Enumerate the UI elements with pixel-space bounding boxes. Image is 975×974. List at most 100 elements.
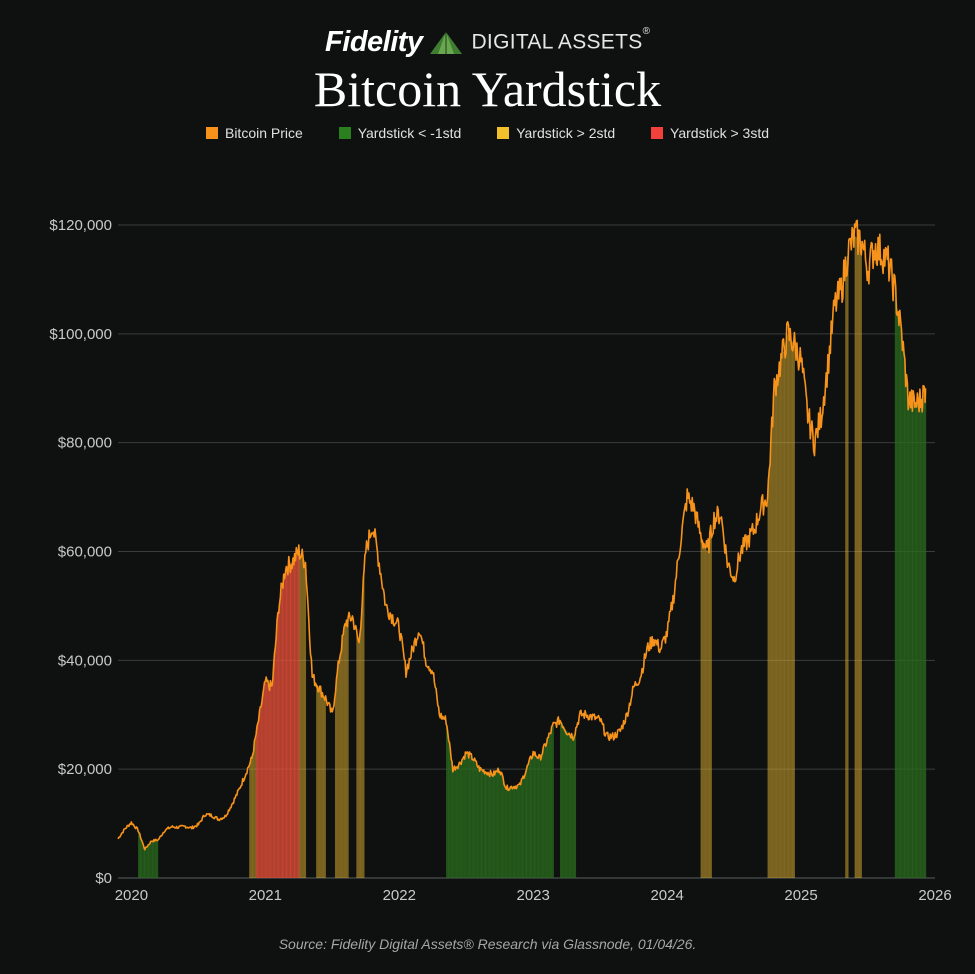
yardstick-above-2std-bar [710,535,712,878]
yardstick-above-2std-bar [774,387,775,878]
yardstick-below-1std-bar [476,765,478,878]
yardstick-above-2std-bar [847,252,849,879]
legend: Bitcoin Price Yardstick < -1std Yardstic… [0,125,975,141]
yardstick-below-1std-bar [898,313,899,879]
yardstick-below-1std-bar [919,400,921,878]
yardstick-above-2std-bar [338,658,340,878]
yardstick-above-2std-bar [857,238,858,879]
yardstick-above-2std-bar [861,241,862,878]
yardstick-above-2std-bar [706,549,708,878]
legend-swatch-price [205,127,218,139]
yardstick-below-1std-bar [455,766,457,878]
yardstick-above-2std-bar [776,377,778,878]
yardstick-below-1std-bar [149,843,151,878]
yardstick-below-1std-bar [526,768,528,878]
yardstick-below-1std-bar [532,752,534,878]
yardstick-above-2std-bar [786,335,788,878]
yardstick-above-3std-bar [296,555,297,878]
yardstick-below-1std-bar [565,729,567,878]
yardstick-below-1std-bar [485,771,487,878]
yardstick-below-1std-bar [462,758,464,878]
yardstick-below-1std-bar [146,846,148,878]
yardstick-above-2std-bar [789,337,791,878]
yardstick-above-2std-bar [250,759,252,878]
yardstick-below-1std-bar [913,403,915,878]
yardstick-below-1std-bar [569,733,571,878]
yardstick-below-1std-bar [544,746,545,878]
yardstick-above-3std-bar [268,684,269,878]
yardstick-above-2std-bar [337,670,339,878]
yardstick-below-1std-bar [480,769,482,878]
yardstick-below-1std-bar [538,757,540,878]
legend-swatch-red [651,127,664,139]
yardstick-below-1std-bar [471,757,472,878]
yardstick-above-2std-bar [785,341,787,878]
x-tick-label: 2022 [383,887,416,904]
yardstick-above-2std-bar [704,545,706,878]
yardstick-below-1std-bar [474,761,476,878]
yardstick-below-1std-bar [151,840,153,878]
legend-item-yellow: Yardstick > 2std [497,125,615,141]
yardstick-below-1std-bar [922,396,923,878]
yardstick-below-1std-bar [547,739,549,878]
yardstick-above-3std-bar [259,710,261,878]
yardstick-below-1std-bar [916,402,918,878]
yardstick-above-2std-bar [854,236,856,878]
yardstick-above-2std-bar [356,634,358,878]
brand-suffix: DIGITAL ASSETS [471,30,643,54]
yardstick-above-2std-bar [782,355,783,878]
yardstick-below-1std-bar [478,767,480,878]
yardstick-below-1std-bar [529,760,531,878]
yardstick-below-1std-bar [535,754,537,878]
yardstick-above-2std-bar [359,631,361,878]
yardstick-above-2std-bar [700,536,702,878]
yardstick-below-1std-bar [572,736,574,878]
yardstick-below-1std-bar [138,831,139,878]
yardstick-below-1std-bar [450,758,452,878]
yardstick-above-2std-bar [772,412,774,878]
yardstick-above-2std-bar [786,338,787,878]
yardstick-above-3std-bar [276,633,277,878]
source-note: Source: Fidelity Digital Assets® Researc… [278,936,697,952]
yardstick-above-2std-bar [345,622,347,878]
y-tick-label: $0 [95,870,112,887]
yardstick-above-3std-bar [295,556,297,878]
yardstick-below-1std-bar [551,729,553,878]
yardstick-below-1std-bar [918,400,920,878]
yardstick-below-1std-bar [564,727,565,878]
yardstick-below-1std-bar [560,722,562,878]
yardstick-below-1std-bar [894,292,896,878]
yardstick-below-1std-bar [509,787,511,878]
yardstick-below-1std-bar [552,727,554,878]
yardstick-above-2std-bar [254,739,256,878]
yardstick-below-1std-bar [459,762,461,878]
yardstick-above-3std-bar [274,653,276,878]
yardstick-below-1std-bar [468,755,470,878]
yardstick-below-1std-bar [457,765,459,878]
yardstick-above-2std-bar [317,685,318,878]
yardstick-below-1std-bar [511,786,513,878]
yardstick-above-2std-bar [845,265,847,878]
yardstick-below-1std-bar [456,765,458,878]
yardstick-above-3std-bar [267,683,269,878]
yardstick-below-1std-bar [148,844,150,878]
yardstick-above-3std-bar [268,685,270,878]
yardstick-above-2std-bar [249,763,251,878]
yardstick-above-3std-bar [264,682,266,878]
yardstick-below-1std-bar [559,720,561,878]
yardstick-below-1std-bar [902,342,903,878]
yardstick-above-2std-bar [768,477,770,878]
yardstick-above-2std-bar [360,619,362,878]
yardstick-above-2std-bar [304,561,306,878]
yardstick-above-3std-bar [269,685,271,878]
yardstick-below-1std-bar [463,756,465,878]
yardstick-below-1std-bar [483,771,485,878]
yardstick-below-1std-bar [545,742,547,878]
yardstick-above-2std-bar [701,538,703,878]
yardstick-below-1std-bar [568,733,570,878]
yardstick-above-3std-bar [290,563,292,878]
yardstick-above-2std-bar [702,540,704,878]
yardstick-above-2std-bar [362,597,363,878]
price-line-layer [117,219,927,851]
